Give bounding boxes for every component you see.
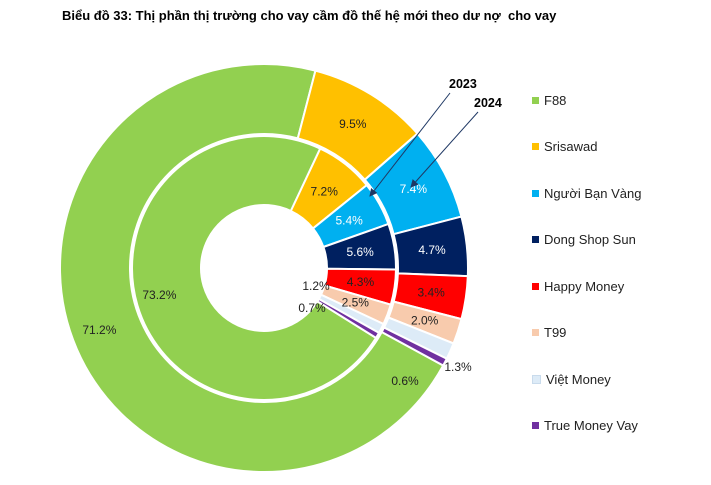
legend-swatch — [532, 329, 539, 337]
legend-item: Srisawad — [532, 124, 707, 171]
slice-label-2024-5: 2.0% — [411, 314, 439, 328]
slice-label-2023-5: 2.5% — [342, 295, 370, 309]
slice-label-2023-4: 4.3% — [347, 275, 375, 289]
legend-swatch — [532, 96, 539, 104]
slice-labels: 73.2% 7.2% 5.4% 5.6% 4.3% 2.5% 1.2% 0.7% 71.2% 9.… — [82, 117, 472, 388]
legend-item: Happy Money — [532, 263, 707, 310]
slice-label-2023-3: 5.6% — [347, 245, 375, 259]
legend-label: Happy Money — [544, 278, 625, 294]
slice-label-2024-0: 71.2% — [82, 323, 116, 337]
slice-label-2024-3: 4.7% — [418, 243, 446, 257]
arrow-2024 — [410, 111, 479, 188]
legend-label: Dong Shop Sun — [544, 232, 636, 248]
legend-swatch — [532, 422, 539, 430]
legend-label: Srisawad — [544, 139, 598, 155]
legend-item: Dong Shop Sun — [532, 217, 707, 264]
legend-label: F88 — [544, 92, 567, 108]
slice-label-2023-2: 5.4% — [335, 213, 363, 227]
legend-label: Việt Money — [546, 371, 611, 387]
legend-swatch — [532, 374, 541, 384]
inner-ring-2023 — [131, 135, 398, 401]
slice-label-2023-7: 0.7% — [298, 301, 326, 315]
legend-swatch — [532, 282, 539, 290]
annotation-2024: 2024 — [474, 96, 502, 110]
chart-title: Biểu đồ 33: Thị phần thị trường cho vay … — [62, 8, 557, 23]
slice-label-2024-7: 0.6% — [391, 374, 419, 388]
series-annotations: 2023 2024 — [369, 77, 502, 197]
arrow-2023 — [369, 92, 451, 197]
legend-swatch — [532, 236, 539, 244]
slice-label-2024-2: 7.4% — [400, 182, 428, 196]
legend: F88 Srisawad Người Bạn Vàng Dong Shop Sun Ha… — [532, 77, 707, 449]
slice-label-2023-0: 73.2% — [142, 288, 176, 302]
legend-swatch — [532, 189, 539, 197]
slice-label-2024-6: 1.3% — [444, 360, 472, 374]
outer-ring-2024 — [59, 63, 469, 473]
legend-label: Người Bạn Vàng — [544, 185, 642, 201]
legend-item: Việt Money — [532, 356, 707, 403]
slice-label-2023-1: 7.2% — [311, 184, 339, 198]
legend-label: T99 — [544, 325, 567, 341]
annotation-2023: 2023 — [449, 77, 477, 91]
slice-2024-true-money-vay — [380, 326, 449, 367]
slice-label-2024-1: 9.5% — [339, 117, 367, 131]
legend-label: True Money Vay — [544, 418, 638, 434]
legend-swatch — [532, 143, 539, 151]
legend-item: T99 — [532, 310, 707, 357]
slice-2023-f88 — [131, 135, 378, 401]
slice-label-2023-6: 1.2% — [302, 279, 330, 293]
legend-item: True Money Vay — [532, 403, 707, 450]
slice-2024-f88 — [59, 63, 445, 473]
slice-label-2024-4: 3.4% — [418, 286, 446, 300]
legend-item: Người Bạn Vàng — [532, 170, 707, 217]
legend-item: F88 — [532, 77, 707, 124]
slice-2023-true-money-vay — [316, 297, 381, 340]
